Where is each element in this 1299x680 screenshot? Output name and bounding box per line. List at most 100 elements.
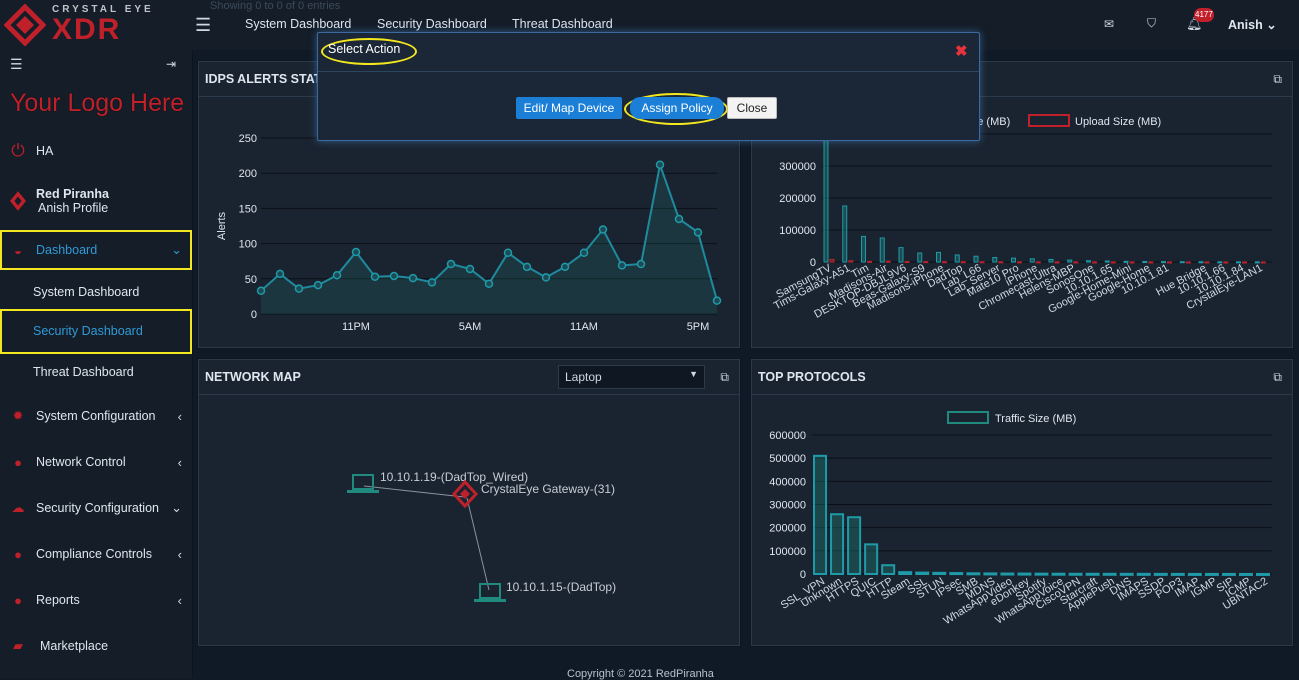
bar (881, 564, 896, 576)
gateway-icon[interactable] (451, 479, 479, 509)
bar-upload (829, 258, 835, 263)
select-action-modal: Select Action ✖ Edit/ Map Device Assign … (317, 32, 980, 141)
bar (847, 516, 862, 576)
sidebar-sub-threat-dashboard[interactable]: Threat Dashboard (33, 365, 134, 379)
y-tick-label: 500000 (769, 453, 806, 465)
highlight-oval (321, 38, 417, 65)
tab-security-dashboard[interactable]: Security Dashboard (377, 17, 487, 31)
bar-upload (1148, 261, 1154, 264)
brand[interactable]: CRYSTAL EYE XDR (0, 0, 192, 50)
bar (983, 572, 998, 576)
bar-upload (1129, 261, 1135, 264)
data-point (655, 160, 665, 170)
mail-icon[interactable]: ✉ (1104, 17, 1115, 31)
device-type-select[interactable]: Laptop ▼ (558, 365, 705, 389)
sidebar-item-system-configuration[interactable]: ✹ System Configuration ‹ (0, 407, 192, 425)
shield-icon[interactable]: ⛉ (1147, 16, 1157, 30)
idps-alerts-chart: 050100150200250AlertsAlerts11PM5AM11AM5P… (216, 113, 722, 333)
laptop-icon[interactable] (347, 474, 379, 493)
bar-upload (1185, 261, 1191, 264)
data-point (598, 225, 608, 234)
table-info-text: Showing 0 to 0 of 0 entries (210, 0, 341, 12)
bar-upload (867, 260, 872, 263)
sidebar-item-security-configuration[interactable]: ☁ Security Configuration ⌄ (0, 499, 192, 517)
y-tick-label: 400000 (769, 476, 806, 488)
external-link-icon[interactable]: ⧉ (1273, 72, 1282, 86)
y-tick-label: 50 (245, 274, 257, 286)
sidebar-item-marketplace[interactable]: ▰ Marketplace (0, 637, 192, 655)
bar (1204, 572, 1219, 576)
bar (864, 543, 879, 575)
sidebar-item-reports[interactable]: ● Reports ‹ (0, 591, 192, 609)
sidebar-item-compliance-controls[interactable]: ● Compliance Controls ‹ (0, 545, 192, 563)
chevron-down-icon: ⌄ (171, 242, 182, 257)
sidebar-item-dashboard[interactable]: ◒ Dashboard ⌄ (0, 230, 192, 270)
external-link-icon[interactable]: ⧉ (1273, 370, 1282, 384)
bar-download (842, 205, 848, 263)
bar (1238, 572, 1253, 576)
bar-download (861, 235, 866, 263)
bar (1068, 572, 1083, 576)
select-value: Laptop (565, 370, 602, 384)
tab-threat-dashboard[interactable]: Threat Dashboard (512, 17, 613, 31)
hamburger-menu-icon[interactable]: ☰ (195, 15, 212, 35)
globe-icon: ● (14, 454, 22, 470)
bar (1119, 572, 1134, 576)
close-icon[interactable]: ✖ (955, 43, 968, 60)
bar (1221, 572, 1236, 576)
user-name: Anish (1228, 18, 1263, 32)
data-point (313, 280, 323, 290)
bar (813, 454, 828, 575)
bar-download (879, 237, 885, 263)
y-tick-label: 0 (251, 309, 257, 321)
data-point (275, 269, 285, 279)
bar (1034, 572, 1049, 576)
bar (949, 572, 964, 576)
bar-download (1029, 258, 1035, 263)
sidebar-sub-security-dashboard[interactable]: Security Dashboard (0, 309, 192, 354)
y-tick-label: 100000 (779, 225, 816, 237)
bar-upload (1223, 261, 1229, 264)
sidebar-item-ha[interactable]: ⏻ HA (0, 140, 192, 162)
bar-download (1142, 261, 1148, 264)
sidebar-item-label: Marketplace (40, 639, 109, 653)
bar (1051, 572, 1066, 576)
sidebar-sub-system-dashboard[interactable]: System Dashboard (33, 285, 140, 299)
data-point (427, 278, 437, 287)
cloud-icon: ☁ (11, 500, 25, 515)
close-button[interactable]: Close (727, 97, 777, 119)
data-point (522, 262, 532, 272)
y-tick-label: 100000 (769, 546, 806, 558)
bar-download (954, 254, 960, 263)
network-node-label: 10.10.1.15-(DadTop) (506, 580, 616, 594)
edit-map-device-button[interactable]: Edit/ Map Device (516, 97, 622, 119)
sidebar-profile[interactable]: Red Piranha Anish Profile (0, 186, 192, 216)
sidebar-item-network-control[interactable]: ● Network Control ‹ (0, 453, 192, 471)
x-tick-label: 11PM (342, 321, 370, 333)
bar (932, 571, 947, 575)
data-point (693, 228, 703, 237)
legend-swatch (947, 411, 989, 424)
brand-main-text: XDR (52, 13, 122, 46)
bar-upload (848, 260, 854, 263)
bar-download (936, 251, 941, 263)
user-menu[interactable]: Anish ⌄ (1228, 17, 1277, 32)
y-tick-label: 250 (239, 133, 257, 145)
data-point (256, 286, 266, 296)
data-point (617, 261, 627, 270)
laptop-icon[interactable] (474, 583, 506, 602)
assign-policy-button[interactable]: Assign Policy (630, 97, 724, 119)
tab-system-dashboard[interactable]: System Dashboard (245, 17, 352, 31)
bar (1017, 572, 1032, 576)
data-point (408, 273, 418, 283)
sidebar-item-label: Network Control (36, 455, 126, 469)
sidebar-collapse-icon[interactable]: ⇥ (165, 57, 176, 71)
y-tick-label: 0 (810, 257, 816, 269)
external-link-icon[interactable]: ⧉ (720, 370, 729, 384)
bar-upload (1110, 261, 1116, 264)
data-point (541, 273, 551, 282)
sidebar-menu-icon[interactable]: ☰ (10, 55, 23, 72)
network-node-label: 10.10.1.19-(DadTop_Wired) (380, 470, 528, 484)
bar-upload (1204, 261, 1210, 264)
data-point (579, 248, 589, 258)
